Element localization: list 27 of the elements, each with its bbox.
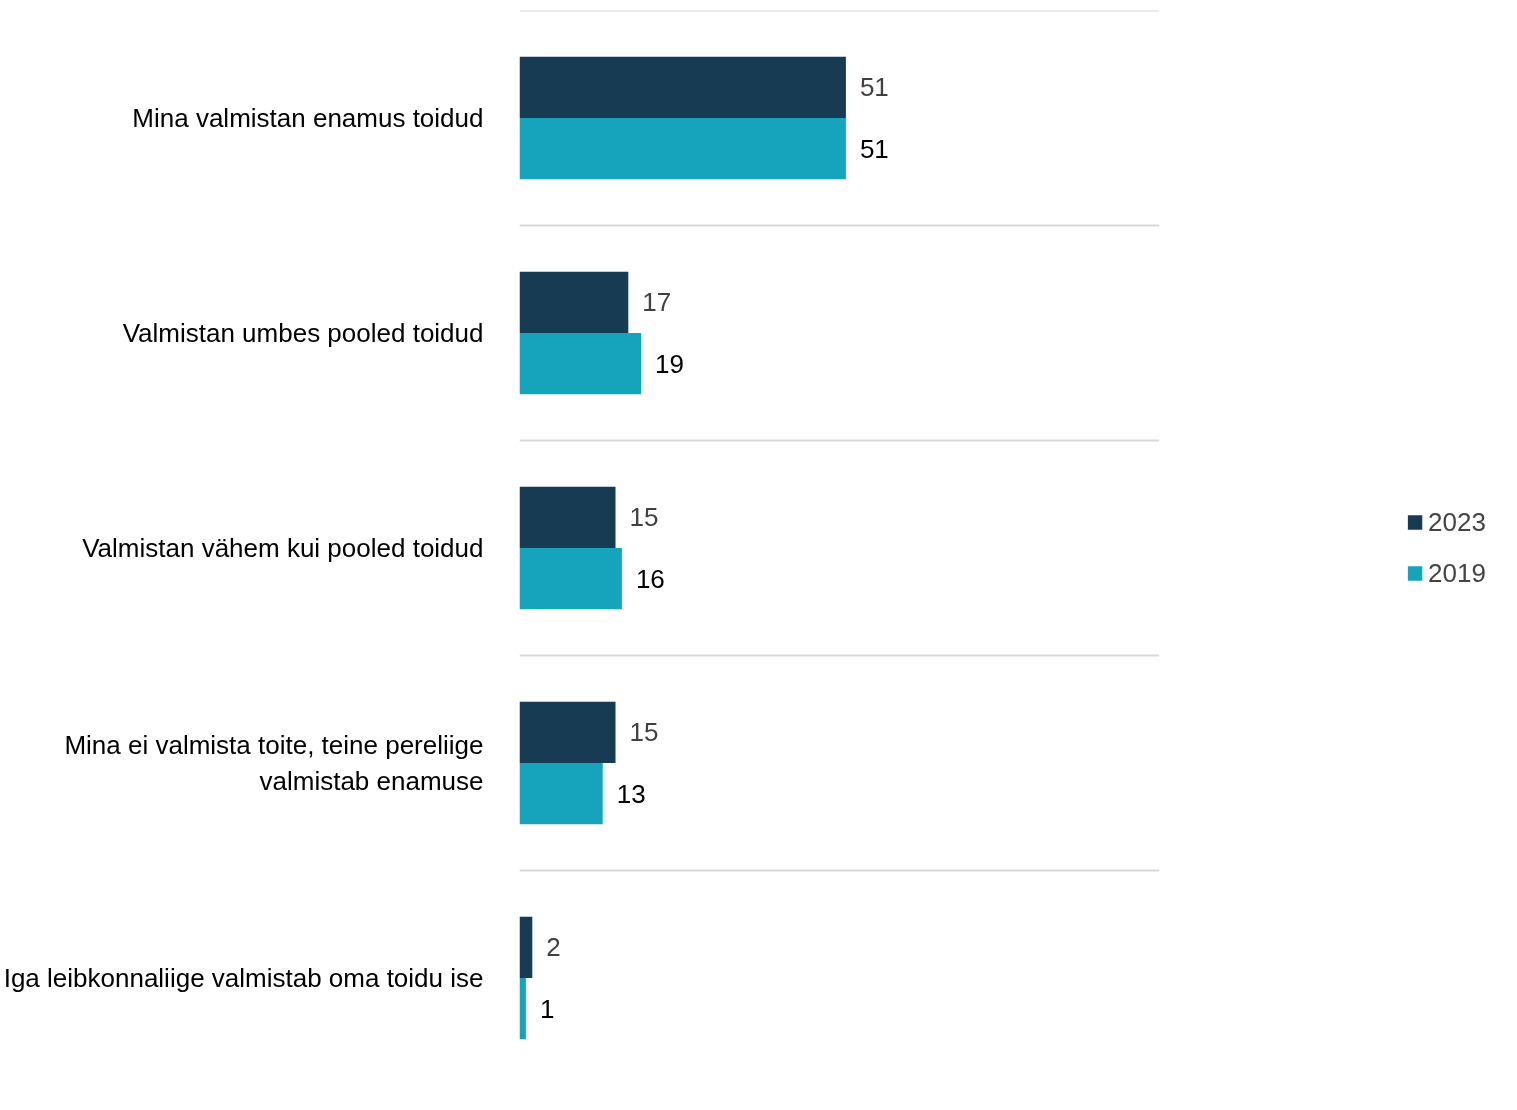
legend-label: 2019 [1428,557,1486,589]
bar [519,333,642,395]
data-label: 15 [629,717,659,748]
bar [519,56,846,118]
y-tick-label: Valmistan umbes pooled toidud [122,318,484,348]
data-label: 51 [859,72,889,103]
y-tick-label: Iga leibkonnaliige valmistab oma toidu ise [3,963,484,993]
data-label: 2 [546,932,561,963]
data-label: 15 [629,502,659,533]
data-label: 16 [635,563,665,594]
data-label: 13 [616,778,646,809]
bar [519,763,603,825]
data-label: 1 [539,993,555,1024]
bar [519,271,629,333]
legend-label: 2023 [1428,506,1486,538]
bar [519,118,846,180]
data-label: 19 [655,348,685,379]
bar [519,701,616,763]
bar [519,548,622,610]
data-label: 51 [859,133,889,164]
data-label: 17 [642,287,672,318]
bar [519,916,533,978]
y-tick-label: Mina valmistan enamus toidud [132,103,484,133]
y-tick-label: Mina ei valmista toite, teine pereliige valmistab enamuse [64,730,484,796]
bar [519,978,526,1040]
y-tick-label: Valmistan vähem kui pooled toidud [82,533,484,563]
bar [519,486,616,548]
